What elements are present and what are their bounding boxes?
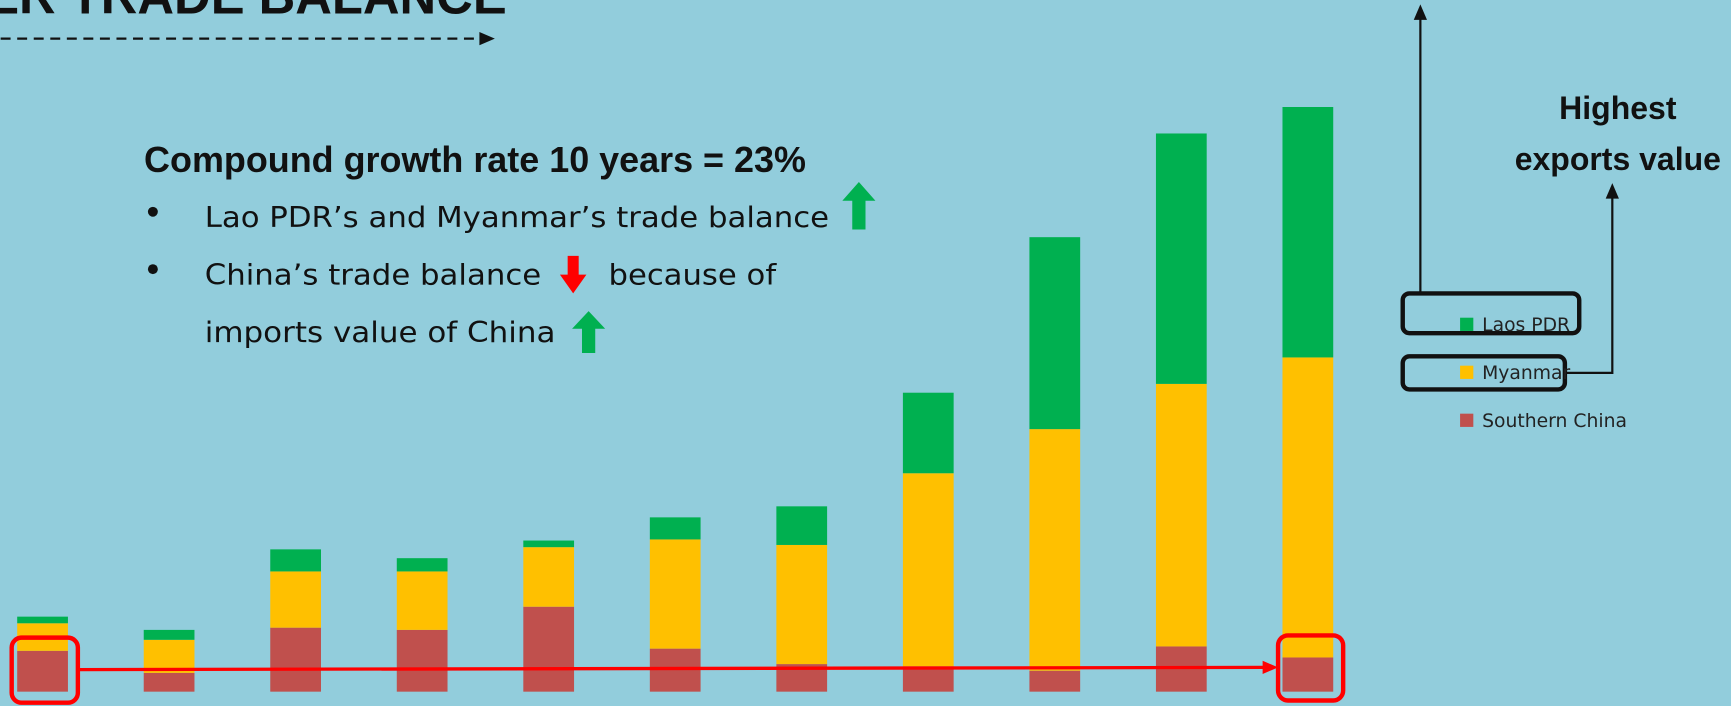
highlight-box [1275, 633, 1346, 703]
bar-segment [902, 666, 954, 692]
bar-segment [396, 571, 448, 630]
headline: Compound growth rate 10 years = 23% [144, 139, 806, 180]
arrow-line [1564, 196, 1614, 374]
arrow-head [479, 31, 495, 46]
bar-segment [1155, 383, 1207, 647]
bar-segment [649, 517, 701, 540]
up-arrow-icon [842, 182, 876, 230]
bar-segment [1155, 133, 1207, 384]
bar-segment [523, 606, 575, 692]
highlight-box [1400, 354, 1568, 392]
bar-segment [902, 392, 954, 474]
legend-label: Myanmar [1482, 363, 1570, 384]
bar-segment [1029, 237, 1081, 430]
highlight-box [1400, 291, 1582, 336]
bar-segment [1282, 657, 1334, 692]
bar-segment [143, 629, 195, 640]
bar-segment [396, 558, 448, 572]
highlight-box [9, 635, 81, 705]
slide-title: ER TRADE BALANCE [0, 0, 507, 24]
up-arrow-icon [572, 311, 606, 353]
bar-segment [270, 627, 321, 692]
chart: Southern China Myanmar Laos PDR [17, 107, 1627, 692]
trend-arrow [77, 665, 1265, 672]
legend-swatch [1460, 317, 1474, 331]
bar-segment [649, 539, 701, 649]
bar-segment [776, 544, 828, 665]
bullet [147, 264, 158, 275]
bar-segment [1029, 670, 1081, 692]
bar-segment [1282, 107, 1334, 358]
annotation: exports value [1515, 141, 1721, 177]
bar-segment [17, 650, 68, 692]
bar-segment [1029, 429, 1081, 671]
legend-label: Southern China [1482, 411, 1627, 432]
bar-segment [396, 629, 448, 692]
bar-segment [1282, 357, 1334, 658]
arrow-head [1262, 660, 1279, 675]
bar-segment [270, 549, 321, 572]
bar-segment [902, 473, 954, 667]
bar-segment [523, 540, 575, 548]
bullet [147, 206, 158, 217]
legend-swatch [1460, 365, 1474, 379]
bar-segment [270, 571, 321, 628]
legend-swatch [1460, 413, 1474, 427]
annotation: Highest [1559, 90, 1677, 126]
bullet-text: Lao PDR’s and Myanmar’s trade balance [205, 200, 829, 234]
arrow-head [1413, 4, 1427, 20]
arrow-head [1605, 183, 1619, 199]
bullet-text: because of [608, 258, 777, 292]
legend-label: Laos PDR [1482, 315, 1570, 336]
down-arrow-icon [559, 255, 587, 294]
bar-segment [523, 547, 575, 607]
bar-segment [143, 672, 195, 692]
bar-segment [776, 506, 828, 545]
bullet-text: imports value of China [205, 315, 556, 349]
bar-segment [143, 639, 195, 673]
bullet-text: China’s trade balance [205, 258, 541, 292]
bar-segment [17, 616, 68, 624]
